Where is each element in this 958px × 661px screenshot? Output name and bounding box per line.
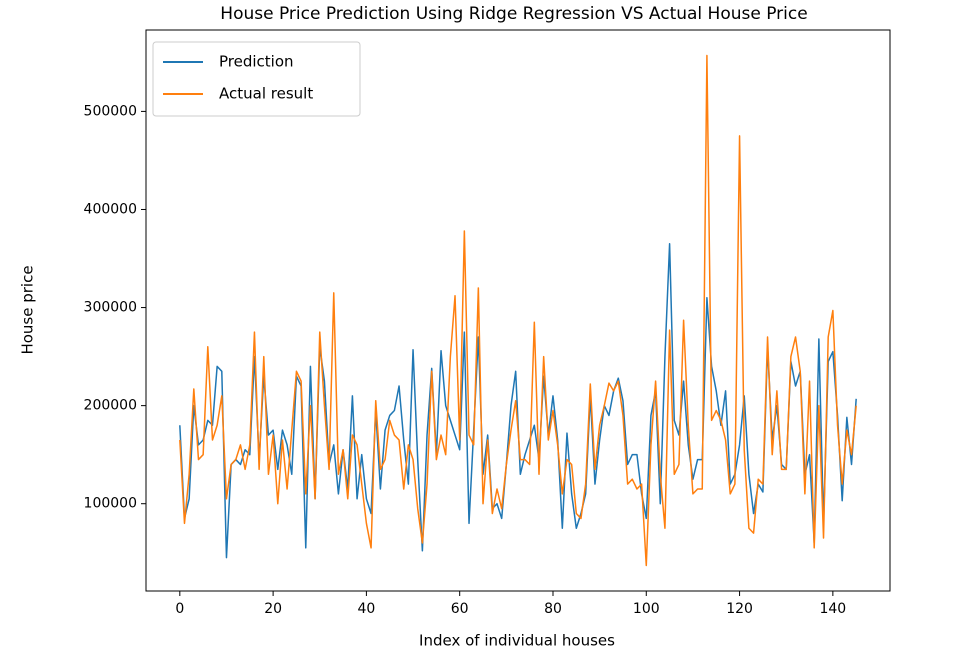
x-tick-label: 80 xyxy=(544,601,562,617)
legend-label: Actual result xyxy=(219,85,313,103)
chart-title: House Price Prediction Using Ridge Regre… xyxy=(220,4,807,24)
x-tick-label: 40 xyxy=(357,601,375,617)
legend-label: Prediction xyxy=(219,53,294,71)
x-tick-label: 0 xyxy=(175,601,184,617)
x-tick-label: 100 xyxy=(633,601,660,617)
x-tick-label: 140 xyxy=(819,601,846,617)
y-tick-label: 200000 xyxy=(84,398,137,414)
y-tick-label: 300000 xyxy=(84,300,137,316)
y-tick-label: 400000 xyxy=(84,201,137,217)
x-tick-label: 60 xyxy=(451,601,469,617)
series-line xyxy=(179,54,857,567)
plot-frame xyxy=(145,29,891,592)
x-tick-label: 120 xyxy=(726,601,753,617)
y-axis-label: House price xyxy=(19,265,37,354)
series-line xyxy=(179,243,857,559)
x-axis-label: Index of individual houses xyxy=(419,632,615,650)
legend-box xyxy=(152,41,361,117)
y-tick-label: 100000 xyxy=(84,496,137,512)
x-tick-label: 20 xyxy=(264,601,282,617)
y-tick-label: 500000 xyxy=(84,103,137,119)
